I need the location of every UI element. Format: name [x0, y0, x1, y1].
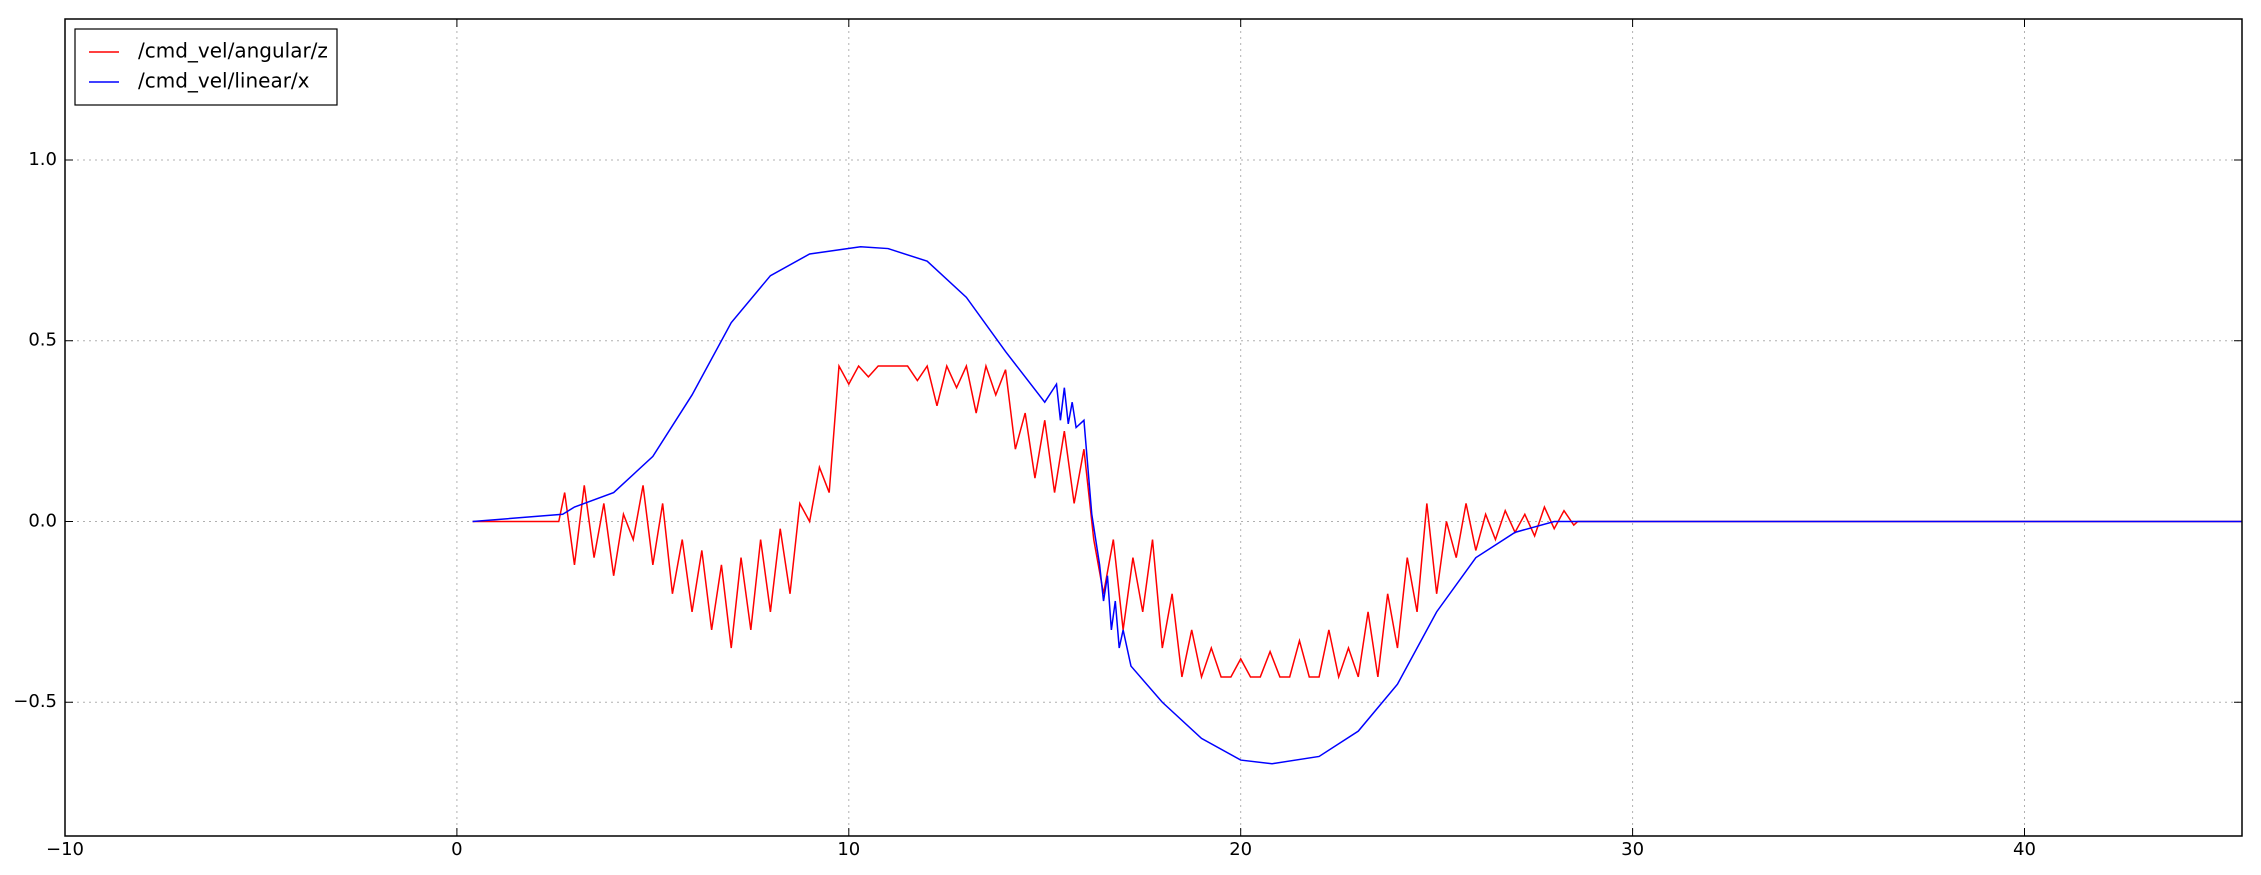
x-tick-label: 30: [1621, 839, 1644, 860]
x-tick-label: 40: [2013, 839, 2036, 860]
x-tick-label: 10: [837, 839, 860, 860]
y-tick-label: 0.0: [28, 510, 57, 531]
x-tick-label: 0: [451, 839, 462, 860]
legend-label: /cmd_vel/angular/z: [138, 39, 328, 63]
y-tick-label: 0.5: [28, 330, 57, 351]
legend-label: /cmd_vel/linear/x: [138, 69, 310, 93]
data-line: [472, 245, 2242, 765]
y-tick-label: −0.5: [13, 691, 57, 712]
plot-frame: [64, 18, 2243, 837]
data-line: [472, 363, 2242, 680]
x-tick-label: 20: [1229, 839, 1252, 860]
y-tick-label: 1.0: [28, 149, 57, 170]
legend-box: [74, 28, 338, 106]
x-tick-label: −10: [46, 839, 84, 860]
